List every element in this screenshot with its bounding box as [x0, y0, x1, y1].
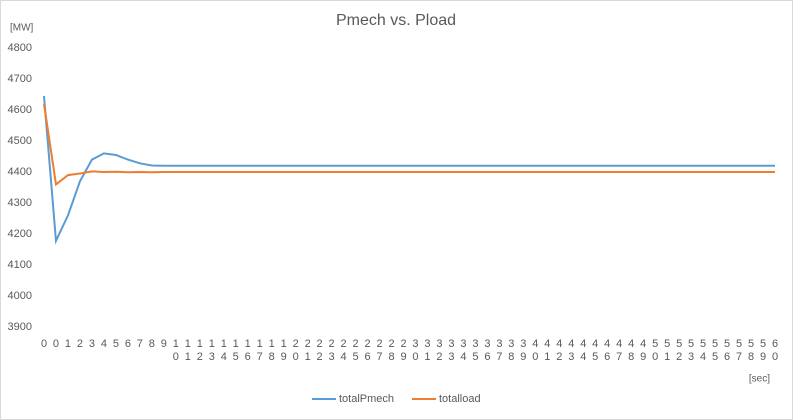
x-tick-label: 8 — [146, 338, 158, 351]
y-axis-label: [MW] — [10, 23, 34, 34]
x-tick-label: 18 — [266, 338, 278, 364]
x-tick-label: 10 — [170, 338, 182, 364]
x-tick-label: 1 — [62, 338, 74, 351]
x-tick-label: 0 — [50, 338, 62, 351]
y-tick-label: 4700 — [8, 73, 32, 85]
x-tick-label: 41 — [541, 338, 553, 364]
y-tick-label: 4200 — [8, 228, 32, 240]
x-tick-label: 14 — [218, 338, 230, 364]
x-tick-label: 31 — [421, 338, 433, 364]
x-tick-label: 32 — [433, 338, 445, 364]
legend-label: totalPmech — [339, 393, 394, 405]
x-axis-label: [sec] — [749, 374, 770, 385]
y-tick-label: 4800 — [8, 42, 32, 54]
x-tick-label: 52 — [673, 338, 685, 364]
x-tick-label: 53 — [685, 338, 697, 364]
x-tick-label: 23 — [326, 338, 338, 364]
x-tick-label: 34 — [457, 338, 469, 364]
x-tick-label: 19 — [278, 338, 290, 364]
x-tick-label: 56 — [721, 338, 733, 364]
y-tick-label: 4100 — [8, 259, 32, 271]
x-tick-label: 60 — [769, 338, 781, 364]
x-tick-label: 26 — [362, 338, 374, 364]
x-tick-label: 45 — [589, 338, 601, 364]
x-tick-label: 7 — [134, 338, 146, 351]
x-tick-label: 33 — [445, 338, 457, 364]
x-tick-label: 11 — [182, 338, 194, 364]
x-tick-label: 59 — [757, 338, 769, 364]
x-tick-label: 40 — [529, 338, 541, 364]
x-tick-label: 38 — [505, 338, 517, 364]
x-tick-label: 5 — [110, 338, 122, 351]
series-line — [43, 95, 775, 245]
y-tick-label: 4600 — [8, 104, 32, 116]
x-tick-label: 49 — [637, 338, 649, 364]
x-tick-label: 29 — [398, 338, 410, 364]
x-tick-label: 0 — [38, 338, 50, 351]
x-tick-label: 3 — [86, 338, 98, 351]
x-tick-label: 21 — [302, 338, 314, 364]
x-tick-label: 22 — [314, 338, 326, 364]
x-tick-label: 25 — [350, 338, 362, 364]
x-tick-label: 42 — [553, 338, 565, 364]
x-tick-label: 44 — [577, 338, 589, 364]
legend-label: totalload — [439, 393, 481, 405]
x-tick-label: 12 — [194, 338, 206, 364]
x-tick-label: 6 — [122, 338, 134, 351]
x-tick-label: 58 — [745, 338, 757, 364]
x-tick-label: 27 — [374, 338, 386, 364]
y-tick-label: 4500 — [8, 135, 32, 147]
x-tick-label: 20 — [290, 338, 302, 364]
x-tick-label: 50 — [649, 338, 661, 364]
x-tick-label: 54 — [697, 338, 709, 364]
series-line — [43, 103, 775, 187]
x-tick-label: 39 — [517, 338, 529, 364]
x-tick-label: 28 — [386, 338, 398, 364]
x-tick-label: 51 — [661, 338, 673, 364]
x-tick-label: 24 — [338, 338, 350, 364]
x-tick-label: 47 — [613, 338, 625, 364]
x-tick-label: 17 — [254, 338, 266, 364]
x-tick-label: 43 — [565, 338, 577, 364]
x-tick-label: 15 — [230, 338, 242, 364]
y-tick-label: 4300 — [8, 197, 32, 209]
chart-title: Pmech vs. Pload — [336, 12, 456, 29]
x-tick-label: 37 — [493, 338, 505, 364]
x-tick-label: 16 — [242, 338, 254, 364]
x-tick-label: 2 — [74, 338, 86, 351]
x-tick-label: 57 — [733, 338, 745, 364]
x-tick-label: 36 — [481, 338, 493, 364]
x-tick-label: 48 — [625, 338, 637, 364]
x-tick-label: 46 — [601, 338, 613, 364]
x-tick-label: 13 — [206, 338, 218, 364]
x-tick-label: 9 — [158, 338, 170, 351]
y-tick-label: 4000 — [8, 290, 32, 302]
y-tick-label: 4400 — [8, 166, 32, 178]
x-tick-label: 30 — [409, 338, 421, 364]
x-tick-label: 4 — [98, 338, 110, 351]
y-tick-label: 3900 — [8, 321, 32, 333]
x-tick-label: 35 — [469, 338, 481, 364]
x-tick-label: 55 — [709, 338, 721, 364]
